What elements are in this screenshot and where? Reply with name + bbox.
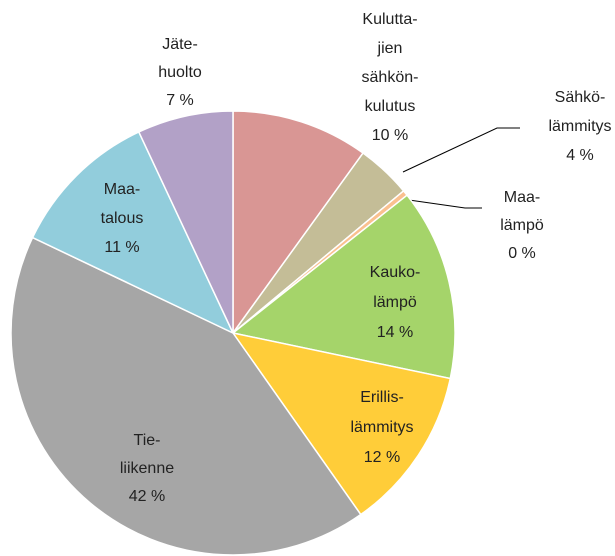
leader-line <box>401 198 482 209</box>
pie-slice <box>232 110 365 336</box>
slice-label: Kulutta- <box>362 11 417 28</box>
slice-label: huolto <box>158 64 202 81</box>
slice-label: liikenne <box>120 460 174 477</box>
slice-label: lämpö <box>373 294 417 311</box>
value-label: 42 % <box>129 488 165 505</box>
value-label: 12 % <box>364 449 400 466</box>
pie-slice <box>137 110 234 334</box>
value-label: 10 % <box>372 127 408 144</box>
slice-label: Erillis- <box>360 389 404 406</box>
pie-slice <box>231 331 452 516</box>
value-label: 0 % <box>508 245 536 262</box>
slice-label: Maa- <box>504 189 540 206</box>
slice-label: talous <box>101 210 144 227</box>
value-label: 11 % <box>104 239 139 256</box>
value-label: 14 % <box>377 324 413 341</box>
slice-label: lämpö <box>500 217 544 234</box>
pie-slice <box>231 194 456 380</box>
slice-label: sähkön- <box>362 69 419 86</box>
leader-line <box>402 127 520 173</box>
value-label: 7 % <box>166 92 194 109</box>
slice-label: Tie- <box>134 432 161 449</box>
slice-label: lämmitys <box>350 419 413 436</box>
slice-label: jien <box>377 40 403 57</box>
slice-label: Maa- <box>104 181 140 198</box>
slice-label: lämmitys <box>548 118 611 135</box>
pie-slice <box>31 130 235 335</box>
pie-slice <box>10 236 362 556</box>
slice-label: Sähkö- <box>555 89 606 106</box>
value-label: 4 % <box>566 147 594 164</box>
slice-label: Jäte- <box>162 36 198 53</box>
slice-label: kulutus <box>365 98 416 115</box>
slice-label: Kauko- <box>370 264 421 281</box>
